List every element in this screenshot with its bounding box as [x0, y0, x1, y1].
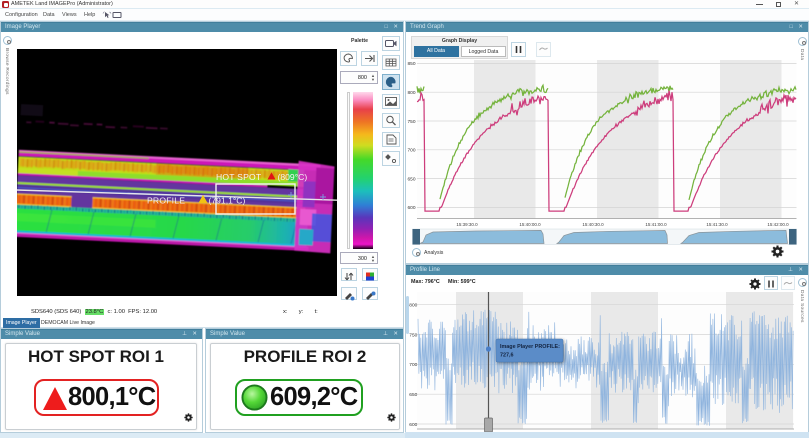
svg-text:15:42:00.0: 15:42:00.0: [767, 222, 789, 227]
svg-text:850: 850: [407, 61, 415, 67]
svg-text:700: 700: [407, 148, 415, 154]
svg-text:(791,1°C): (791,1°C): [209, 196, 246, 206]
svg-text:15:40:30.0: 15:40:30.0: [582, 222, 604, 227]
svg-text:PROFILE: PROFILE: [147, 196, 185, 206]
svg-text:(809°C): (809°C): [278, 172, 308, 182]
svg-text:600: 600: [407, 205, 415, 211]
svg-text:15:41:00.0: 15:41:00.0: [645, 222, 667, 227]
svg-text:650: 650: [409, 392, 417, 398]
svg-text:727,6: 727,6: [500, 353, 514, 359]
svg-text:700: 700: [409, 362, 417, 368]
svg-text:800: 800: [409, 303, 417, 309]
svg-text:750: 750: [409, 332, 417, 338]
svg-text:Image Player PROFILE:: Image Player PROFILE:: [500, 344, 560, 350]
svg-text:15:41:30.0: 15:41:30.0: [706, 222, 728, 227]
svg-text:650: 650: [407, 176, 415, 182]
svg-text:750: 750: [407, 119, 415, 125]
svg-text:HOT SPOT: HOT SPOT: [216, 172, 262, 182]
svg-text:15:39:30.0: 15:39:30.0: [456, 222, 478, 227]
svg-text:600: 600: [409, 422, 417, 428]
svg-text:800: 800: [407, 90, 415, 96]
svg-text:15:40:00.0: 15:40:00.0: [519, 222, 541, 227]
